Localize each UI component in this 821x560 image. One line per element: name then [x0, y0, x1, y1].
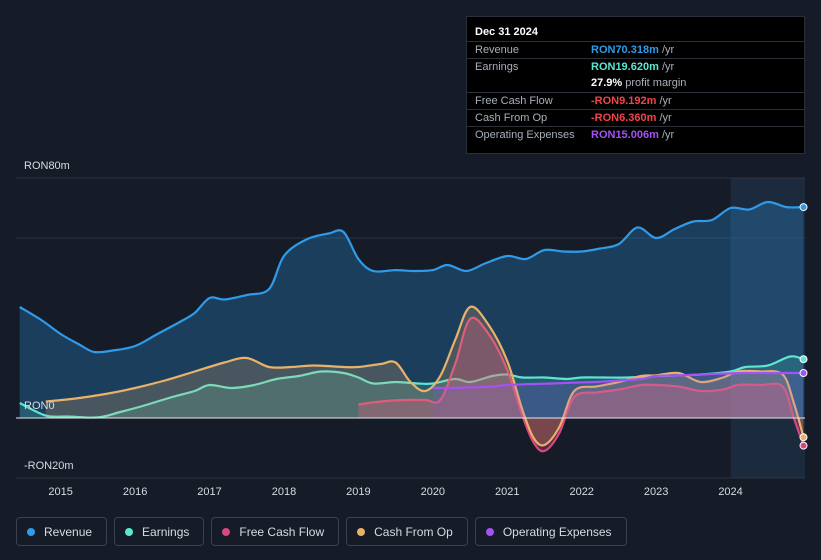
x-tick-label: 2018 — [272, 486, 296, 498]
x-tick-label: 2019 — [346, 486, 370, 498]
tooltip-value-free-cash-flow: -RON9.192m /yr — [591, 95, 672, 107]
legend-item-earnings[interactable]: Earnings — [114, 517, 205, 546]
legend-label: Revenue — [44, 524, 93, 539]
legend-item-cash-from-op[interactable]: Cash From Op — [346, 517, 468, 546]
x-tick-label: 2023 — [644, 486, 668, 498]
y-axis-zero-label: RON0 — [24, 400, 55, 412]
cash-from-op-line — [45, 305, 805, 447]
x-tick-label: 2021 — [495, 486, 519, 498]
free-cash-flow-end-point — [799, 441, 808, 450]
x-tick-label: 2015 — [48, 486, 72, 498]
tooltip-panel: Dec 31 2024 Revenue RON70.318m /yr Earni… — [466, 16, 805, 154]
y-axis-bottom-label: -RON20m — [24, 460, 74, 472]
x-tick-label: 2020 — [421, 486, 445, 498]
tooltip-date: Dec 31 2024 — [475, 26, 538, 38]
cash-from-op-end-point — [799, 433, 808, 442]
revenue-line — [19, 200, 804, 354]
operating-expenses-area — [432, 372, 804, 418]
x-tick-label: 2022 — [569, 486, 593, 498]
free-cash-flow-dot-icon — [222, 527, 231, 536]
legend: Revenue Earnings Free Cash Flow Cash Fro… — [16, 517, 627, 546]
tooltip-value-operating-expenses: RON15.006m /yr — [591, 129, 675, 141]
x-tick-label: 2017 — [197, 486, 221, 498]
tooltip-row-operating-expenses: Operating Expenses RON15.006m /yr — [467, 126, 804, 144]
legend-label: Cash From Op — [374, 524, 453, 539]
earnings-end-point — [799, 355, 808, 364]
legend-label: Operating Expenses — [502, 524, 612, 539]
revenue-dot-icon — [27, 527, 35, 536]
legend-item-operating-expenses[interactable]: Operating Expenses — [474, 517, 627, 546]
tooltip-row-revenue: Revenue RON70.318m /yr — [467, 41, 804, 59]
legend-label: Earnings — [142, 524, 190, 539]
tooltip-label: Revenue — [475, 44, 520, 56]
tooltip-value-earnings: RON19.620m /yr — [591, 61, 675, 73]
free-cash-flow-line — [358, 316, 805, 453]
tooltip-row-profit-margin: 27.9% profit margin — [467, 75, 804, 92]
tooltip-label: Cash From Op — [475, 112, 548, 124]
cash-from-op-dot-icon — [357, 527, 366, 536]
legend-label: Free Cash Flow — [239, 524, 325, 539]
x-tick-label: 2016 — [123, 486, 147, 498]
revenue-end-point — [799, 203, 808, 212]
cash-from-op-area — [45, 306, 804, 446]
earnings-area — [19, 356, 804, 418]
tooltip-row-earnings: Earnings RON19.620m /yr — [467, 58, 804, 76]
tooltip-value-revenue: RON70.318m /yr — [591, 44, 675, 56]
operating-expenses-line — [432, 371, 804, 390]
x-tick-label: 2024 — [718, 486, 742, 498]
tooltip-row-cash-from-op: Cash From Op -RON6.360m /yr — [467, 109, 804, 127]
y-axis-top-label: RON80m — [24, 160, 70, 172]
tooltip-value-profit-margin: 27.9% profit margin — [591, 77, 687, 89]
tooltip-label: Operating Expenses — [475, 129, 575, 141]
tooltip-value-cash-from-op: -RON6.360m /yr — [591, 112, 672, 124]
earnings-dot-icon — [125, 527, 134, 536]
operating-expenses-end-point — [799, 369, 808, 377]
operating-expenses-dot-icon — [485, 527, 494, 536]
legend-item-revenue[interactable]: Revenue — [16, 517, 108, 546]
tooltip-label: Free Cash Flow — [475, 95, 553, 107]
tooltip-row-free-cash-flow: Free Cash Flow -RON9.192m /yr — [467, 92, 804, 110]
tooltip-label: Earnings — [475, 61, 519, 73]
highlight-region — [730, 178, 805, 478]
legend-item-free-cash-flow[interactable]: Free Cash Flow — [211, 517, 340, 546]
